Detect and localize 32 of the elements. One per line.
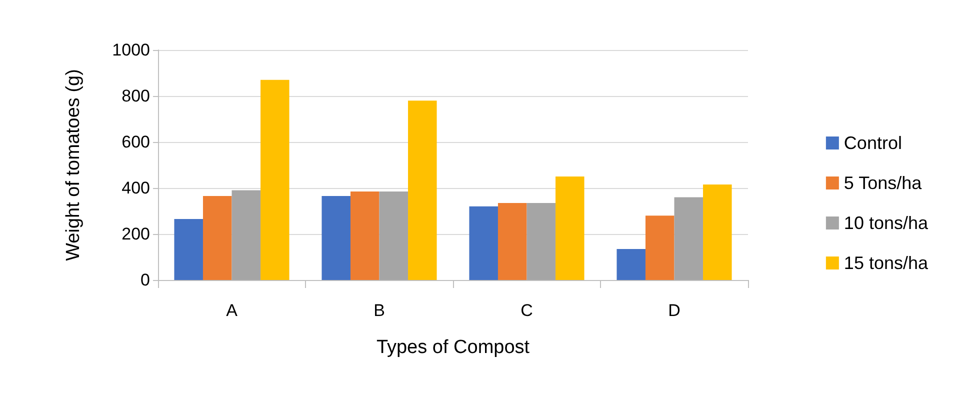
bar [526, 202, 556, 280]
bar [469, 206, 498, 280]
x-tick-label: A [226, 301, 238, 320]
bar [322, 196, 350, 280]
y-tick-label: 800 [122, 86, 150, 106]
y-axis-title: Weight of tomatoes (g) [63, 69, 84, 261]
x-tick-label: C [520, 301, 533, 320]
bar [260, 80, 290, 280]
y-tick-label: 600 [122, 132, 150, 152]
bar [350, 191, 380, 280]
bar [703, 184, 732, 280]
x-tick-label: B [374, 301, 385, 320]
bar [645, 216, 674, 280]
bar [616, 248, 646, 280]
legend-label: Control [844, 133, 902, 153]
bar [674, 197, 704, 280]
y-tick-label: 400 [122, 178, 150, 198]
bar [556, 176, 584, 280]
x-axis-title: Types of Compost [376, 337, 530, 358]
bar [379, 191, 408, 280]
y-tick-label: 200 [122, 224, 150, 244]
legend-label: 5 Tons/ha [844, 173, 923, 193]
x-tick-label: D [668, 301, 680, 320]
bar [232, 190, 261, 280]
legend-label: 10 tons/ha [844, 213, 929, 233]
y-tick-label: 1000 [112, 40, 150, 60]
bar [498, 202, 527, 280]
y-tick-label: 0 [140, 270, 150, 290]
bar [408, 100, 437, 280]
bar [202, 196, 232, 280]
bar [174, 219, 203, 280]
legend-label: 15 tons/ha [844, 253, 929, 273]
